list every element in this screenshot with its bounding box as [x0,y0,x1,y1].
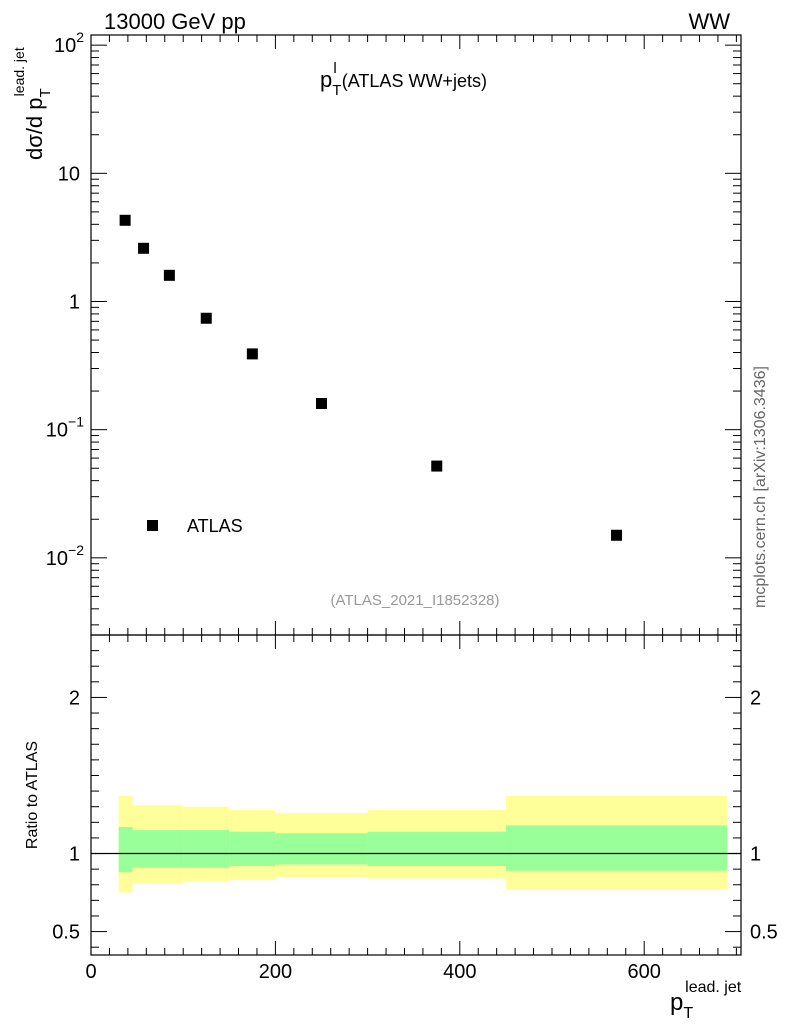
ylabel-sup: lead. jet [11,47,27,96]
axis-ticks [90,35,741,955]
data-point [119,214,131,226]
ratio-bands [118,795,728,893]
legend-label: ATLAS [187,516,243,536]
xlabel-main: p [670,989,683,1016]
ylabel-sub: T [37,88,54,97]
ratio-inner-band [118,827,133,873]
x-tick-label: 400 [443,961,476,983]
title-sup: l [333,60,336,77]
ylabel-main: dσ/d p [22,97,47,160]
ratio-y-tick-label-right: 0.5 [750,922,778,944]
x-tick-label: 0 [85,961,96,983]
y-tick-label: 1 [69,291,80,313]
y-tick-label: 10−2 [46,542,84,570]
ratio-y-tick-label: 0.5 [52,922,80,944]
xlabel-sup: lead. jet [685,979,742,996]
title-sub: T [332,82,341,99]
ratio-inner-band [367,831,506,867]
ratio-inner-band [505,825,728,871]
y-tick-label: 10−1 [46,414,84,442]
ratio-y-tick-label-right: 2 [750,687,761,709]
data-point [611,529,623,541]
y-tick-label: 102 [54,29,84,57]
ratio-inner-band [229,831,276,867]
data-point [315,397,327,409]
side-source-label: mcplots.cern.ch [arXiv:1306.3436] [752,366,769,608]
ratio-y-tick-label-right: 1 [750,844,761,866]
y-tick-label: 10 [58,163,80,185]
x-axis-label: pTlead. jet [670,979,742,1022]
svg-text:dσ/d pTlead. jet: dσ/d pTlead. jet [11,47,54,160]
data-point [163,269,175,281]
title-main: p [320,67,332,92]
ratio-y-tick-label: 2 [69,687,80,709]
header-left-label: 13000 GeV pp [104,9,246,34]
data-point [200,312,212,324]
x-tick-label: 200 [259,961,292,983]
ratio-inner-band [275,833,368,865]
data-point [138,242,150,254]
legend-marker [147,520,158,531]
data-point [246,348,258,360]
header-right-label: WW [688,9,730,34]
data-point [431,460,443,472]
ratio-inner-band [132,830,184,868]
title-rest: (ATLAS WW+jets) [337,71,487,91]
top-panel-title: pTl (ATLAS WW+jets) [320,60,487,99]
top-y-axis-label: dσ/d pTlead. jet [11,47,54,160]
top-panel-frame [90,34,742,636]
xlabel-sub: T [683,1005,693,1022]
ratio-inner-band [183,830,230,868]
ratio-panel-frame [90,634,742,956]
ratio-y-axis-label: Ratio to ATLAS [24,741,41,849]
analysis-id-label: (ATLAS_2021_I1852328) [330,592,499,609]
x-tick-label: 600 [628,961,661,983]
data-points [119,214,623,541]
ratio-y-tick-label: 1 [69,844,80,866]
